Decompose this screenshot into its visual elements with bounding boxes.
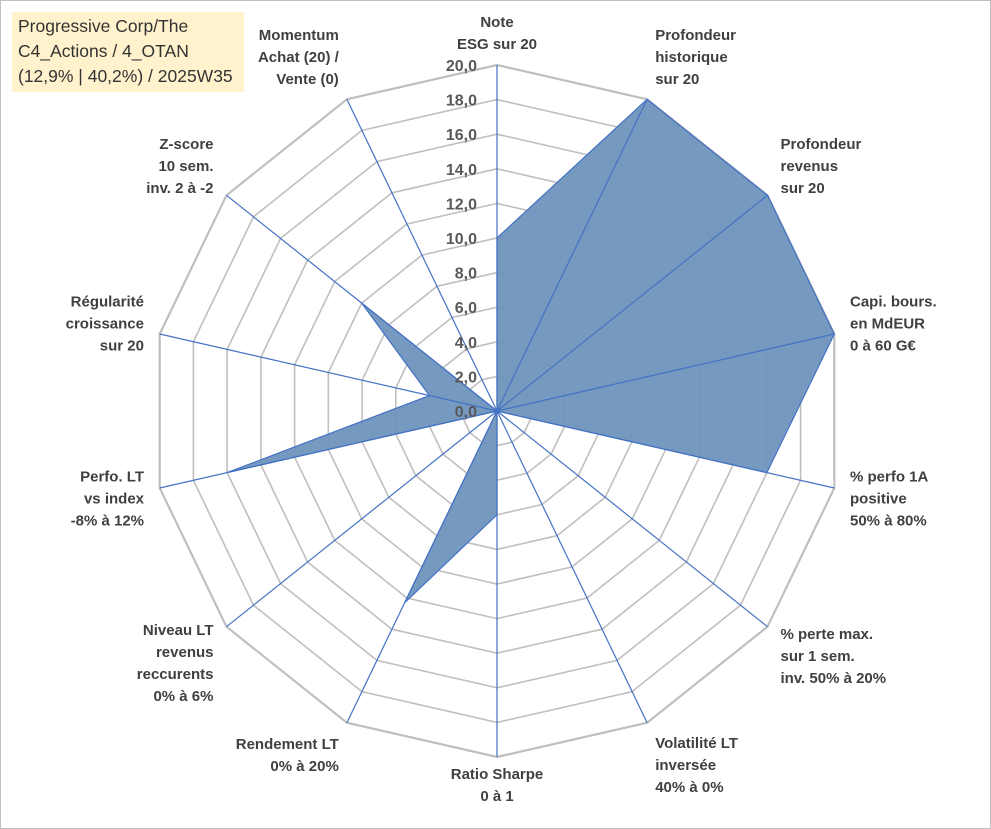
axis-label-line: -8% à 12% — [71, 513, 144, 530]
tick-label-7: 14,0 — [446, 162, 477, 179]
tick-label-4: 8,0 — [455, 266, 477, 283]
axis-label-line: sur 20 — [781, 180, 825, 197]
axis-spoke-2 — [496, 99, 648, 412]
axis-label-11: Perfo. LT vs index -8% à 12% — [71, 469, 145, 530]
axis-label-line: en MdEUR — [850, 316, 925, 333]
axis-label-line: vs index — [84, 491, 145, 508]
axis-label-9: Rendement LT 0% à 20% — [236, 736, 339, 775]
axis-label-line: inv. 2 à -2 — [146, 180, 213, 197]
axis-label-6: % perte max. sur 1 sem. inv. 50% à 20% — [781, 626, 887, 687]
axis-label-line: inversée — [655, 757, 716, 774]
axis-label-line: Niveau LT — [143, 622, 214, 639]
axis-label-13: Z-score 10 sem. inv. 2 à -2 — [146, 136, 213, 197]
axis-label-line: % perfo 1A — [850, 469, 929, 486]
title-line-1: Progressive Corp/The — [18, 16, 189, 36]
axis-label-line: revenus — [781, 158, 839, 175]
axis-label-line: Capi. bours. — [850, 294, 937, 311]
axis-label-line: Profondeur — [655, 27, 736, 44]
axis-label-line: Achat (20) / — [258, 49, 340, 66]
spoke-layer — [159, 65, 835, 757]
axis-label-2: Profondeur historique sur 20 — [655, 27, 736, 88]
tick-label-8: 16,0 — [446, 127, 477, 144]
axis-label-3: Profondeur revenus sur 20 — [781, 136, 862, 197]
tick-label-2: 4,0 — [455, 335, 477, 352]
axis-label-7: Volatilité LT inversée 40% à 0% — [655, 735, 738, 796]
tick-label-5: 10,0 — [446, 231, 477, 248]
axis-label-line: Note — [480, 14, 513, 31]
axis-label-line: positive — [850, 491, 907, 508]
axis-label-1: Note ESG sur 20 — [457, 14, 537, 53]
axis-label-line: 0% à 20% — [270, 758, 338, 775]
axis-label-line: Momentum — [259, 27, 339, 44]
axis-label-line: 10 sem. — [158, 158, 213, 175]
axis-label-line: inv. 50% à 20% — [781, 670, 887, 687]
axis-spoke-3 — [496, 194, 768, 412]
axis-label-line: % perte max. — [781, 626, 874, 643]
axis-label-14: Momentum Achat (20) / Vente (0) — [258, 27, 340, 88]
axis-label-line: sur 20 — [655, 71, 699, 88]
axis-label-line: Ratio Sharpe — [451, 766, 544, 783]
tick-label-1: 2,0 — [455, 369, 477, 386]
axis-label-line: Z-score — [159, 136, 213, 153]
axis-spoke-11 — [159, 410, 498, 489]
axis-label-line: 0 à 60 G€ — [850, 338, 917, 355]
axis-label-line: 0 à 1 — [480, 788, 513, 805]
axis-spoke-10 — [226, 410, 498, 628]
tick-layer: 0,0 2,0 4,0 6,0 8,0 10,0 12,0 14,0 16,0 18,0 20,0 — [446, 58, 477, 421]
axis-label-line: 0% à 6% — [153, 688, 213, 705]
tick-label-6: 12,0 — [446, 196, 477, 213]
axis-label-line: 40% à 0% — [655, 779, 723, 796]
axis-label-line: Rendement LT — [236, 736, 339, 753]
axis-label-4: Capi. bours. en MdEUR 0 à 60 G€ — [850, 294, 937, 355]
axis-label-line: Régularité — [71, 294, 144, 311]
axis-label-line: Perfo. LT — [80, 469, 144, 486]
axis-label-line: Vente (0) — [276, 71, 339, 88]
axis-spoke-4 — [496, 333, 835, 412]
chart-title-box: Progressive Corp/The C4_Actions / 4_OTAN… — [12, 12, 244, 92]
axis-label-5: % perfo 1A positive 50% à 80% — [850, 469, 929, 530]
axis-label-10: Niveau LT revenus reccurents 0% à 6% — [137, 622, 214, 705]
axis-spoke-6 — [496, 410, 768, 628]
axis-spoke-9 — [346, 410, 498, 723]
axis-label-line: sur 1 sem. — [781, 648, 855, 665]
axis-spoke-14 — [346, 99, 498, 412]
axis-label-line: Profondeur — [781, 136, 862, 153]
axis-label-line: Volatilité LT — [655, 735, 738, 752]
title-line-2: C4_Actions / 4_OTAN — [18, 41, 189, 61]
title-line-3: (12,9% | 40,2%) / 2025W35 — [18, 66, 233, 86]
series-layer — [226, 98, 835, 604]
axis-label-line: sur 20 — [100, 338, 144, 355]
axis-label-12: Régularité croissance sur 20 — [66, 294, 144, 355]
axis-spoke-12 — [159, 333, 498, 412]
tick-label-9: 18,0 — [446, 93, 477, 110]
label-layer: Note ESG sur 20 Profondeur historique sur 20… — [66, 14, 937, 805]
axis-label-line: revenus — [156, 644, 214, 661]
tick-label-3: 6,0 — [455, 300, 477, 317]
axis-spoke-13 — [226, 194, 498, 412]
tick-label-0: 0,0 — [455, 404, 477, 421]
axis-label-8: Ratio Sharpe 0 à 1 — [451, 766, 544, 805]
axis-label-line: ESG sur 20 — [457, 36, 537, 53]
axis-spoke-5 — [496, 410, 835, 489]
axis-label-line: 50% à 80% — [850, 513, 927, 530]
axis-label-line: historique — [655, 49, 728, 66]
axis-label-line: croissance — [66, 316, 144, 333]
series-area — [226, 98, 835, 604]
tick-label-10: 20,0 — [446, 58, 477, 75]
axis-spoke-7 — [496, 410, 648, 723]
axis-label-line: reccurents — [137, 666, 214, 683]
